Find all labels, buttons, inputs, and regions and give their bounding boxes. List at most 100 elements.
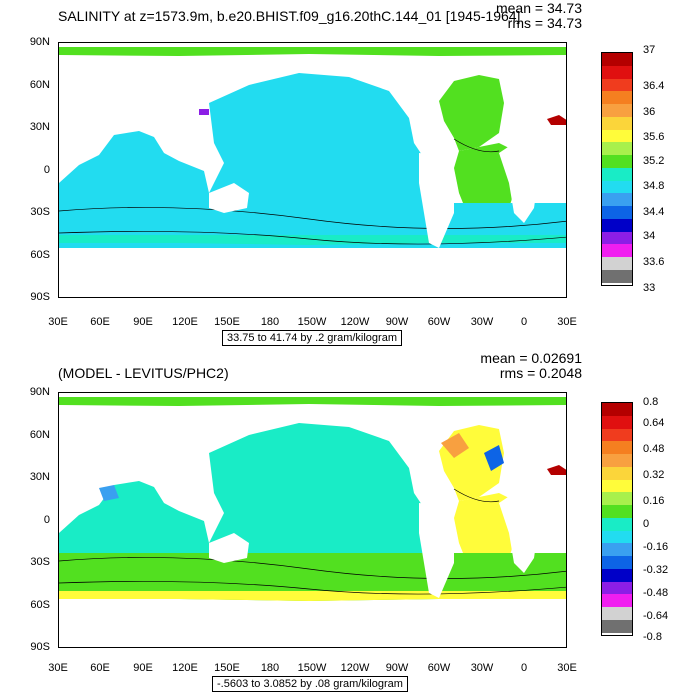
colorbar bbox=[601, 52, 633, 286]
lon-tick: 30E bbox=[557, 662, 577, 674]
colorbar-swatch bbox=[602, 479, 632, 493]
lat-tick: 90N bbox=[29, 36, 50, 48]
colorbar-swatch bbox=[602, 244, 632, 258]
contour-range-label: -.5603 to 3.0852 by .08 gram/kilogram bbox=[212, 676, 408, 692]
lon-tick: 150E bbox=[214, 662, 240, 674]
lat-tick: 60N bbox=[29, 79, 50, 91]
lon-tick: 60E bbox=[90, 316, 110, 328]
lon-tick: 0 bbox=[520, 662, 528, 674]
lon-tick: 30E bbox=[48, 662, 68, 674]
colorbar-label: 36.4 bbox=[643, 80, 665, 92]
lon-tick: 180 bbox=[260, 316, 280, 328]
lon-tick: 90W bbox=[385, 662, 409, 674]
colorbar-swatch bbox=[602, 65, 632, 79]
lat-tick: 30S bbox=[30, 206, 50, 218]
lon-tick: 120E bbox=[172, 316, 198, 328]
colorbar-swatch bbox=[602, 415, 632, 429]
lat-tick: 90N bbox=[29, 386, 50, 398]
colorbar-swatch bbox=[602, 530, 632, 544]
lon-tick: 90E bbox=[133, 662, 153, 674]
colorbar-swatch bbox=[602, 167, 632, 181]
colorbar-label: 34.4 bbox=[643, 206, 665, 218]
lat-tick: 30N bbox=[29, 121, 50, 133]
lat-tick: 60N bbox=[29, 429, 50, 441]
mean-stat: mean = 0.02691 bbox=[480, 350, 582, 366]
lon-tick: 60E bbox=[90, 662, 110, 674]
colorbar-swatch bbox=[602, 129, 632, 143]
colorbar-swatch bbox=[602, 466, 632, 480]
colorbar-swatch bbox=[602, 568, 632, 582]
lat-tick: 30N bbox=[29, 471, 50, 483]
lat-tick: 90S bbox=[30, 641, 50, 653]
colorbar-swatch bbox=[602, 142, 632, 156]
lon-tick: 150W bbox=[297, 662, 327, 674]
lon-tick: 120W bbox=[340, 662, 370, 674]
colorbar-swatch bbox=[602, 231, 632, 245]
rms-stat: rms = 0.2048 bbox=[499, 365, 582, 381]
colorbar-label: 35.6 bbox=[643, 131, 665, 143]
lon-tick: 60W bbox=[427, 316, 451, 328]
colorbar-label: 35.2 bbox=[643, 155, 665, 167]
lon-tick: 150W bbox=[297, 316, 327, 328]
lat-tick: 0 bbox=[43, 514, 50, 526]
colorbar-swatch bbox=[602, 543, 632, 557]
colorbar-swatch bbox=[602, 505, 632, 518]
colorbar-swatch bbox=[602, 218, 632, 232]
lon-tick: 150E bbox=[214, 316, 240, 328]
lat-tick: 0 bbox=[43, 164, 50, 176]
colorbar-label: 0 bbox=[643, 518, 650, 530]
colorbar-swatch bbox=[602, 257, 632, 271]
colorbar-label: -0.48 bbox=[643, 587, 669, 599]
lon-tick: 30W bbox=[470, 316, 494, 328]
rms-stat: rms = 34.73 bbox=[507, 15, 582, 31]
colorbar-swatch bbox=[602, 193, 632, 207]
lon-tick: 0 bbox=[520, 316, 528, 328]
colorbar-swatch bbox=[602, 91, 632, 105]
colorbar-label: 36 bbox=[643, 106, 656, 118]
colorbar-swatch bbox=[602, 581, 632, 595]
colorbar-swatch bbox=[602, 78, 632, 92]
plot-title: SALINITY at z=1573.9m, b.e20.BHIST.f09_g… bbox=[58, 8, 521, 24]
lat-tick: 60S bbox=[30, 249, 50, 261]
colorbar-label: 0.16 bbox=[643, 495, 665, 507]
salinity-map bbox=[58, 42, 567, 298]
colorbar-label: -0.64 bbox=[643, 610, 669, 622]
colorbar-label: -0.32 bbox=[643, 564, 669, 576]
colorbar-swatch bbox=[602, 492, 632, 506]
colorbar-swatch bbox=[602, 556, 632, 569]
colorbar-swatch bbox=[602, 454, 632, 467]
lon-tick: 120W bbox=[340, 316, 370, 328]
lon-tick: 30E bbox=[557, 316, 577, 328]
lon-tick: 60W bbox=[427, 662, 451, 674]
lat-tick: 60S bbox=[30, 599, 50, 611]
colorbar-swatch bbox=[602, 428, 632, 442]
colorbar-label: 0.48 bbox=[643, 443, 665, 455]
colorbar-label: 0.32 bbox=[643, 469, 665, 481]
colorbar-swatch bbox=[602, 607, 632, 621]
colorbar-label: 0.8 bbox=[643, 396, 659, 408]
colorbar-label: -0.16 bbox=[643, 541, 669, 553]
colorbar-label: 34.8 bbox=[643, 180, 665, 192]
colorbar-swatch bbox=[602, 441, 632, 455]
mean-stat: mean = 34.73 bbox=[495, 0, 582, 16]
colorbar-swatch bbox=[602, 104, 632, 117]
colorbar-label: 0.64 bbox=[643, 417, 665, 429]
colorbar-swatch bbox=[602, 53, 632, 66]
colorbar-swatch bbox=[602, 206, 632, 219]
lon-tick: 120E bbox=[172, 662, 198, 674]
colorbar-label: -0.8 bbox=[643, 631, 662, 643]
lon-tick: 30E bbox=[48, 316, 68, 328]
plot-title: (MODEL - LEVITUS/PHC2) bbox=[58, 365, 229, 381]
colorbar-swatch bbox=[602, 270, 632, 283]
colorbar-label: 33 bbox=[643, 282, 656, 294]
colorbar-swatch bbox=[602, 116, 632, 130]
colorbar-swatch bbox=[602, 594, 632, 608]
contour-range-label: 33.75 to 41.74 by .2 gram/kilogram bbox=[222, 330, 402, 346]
lon-tick: 180 bbox=[260, 662, 280, 674]
difference-panel: (MODEL - LEVITUS/PHC2) mean = 0.02691 rm… bbox=[0, 350, 700, 700]
colorbar-swatch bbox=[602, 403, 632, 416]
lat-tick: 30S bbox=[30, 556, 50, 568]
colorbar-swatch bbox=[602, 620, 632, 633]
colorbar-label: 37 bbox=[643, 44, 656, 56]
colorbar-swatch bbox=[602, 180, 632, 194]
